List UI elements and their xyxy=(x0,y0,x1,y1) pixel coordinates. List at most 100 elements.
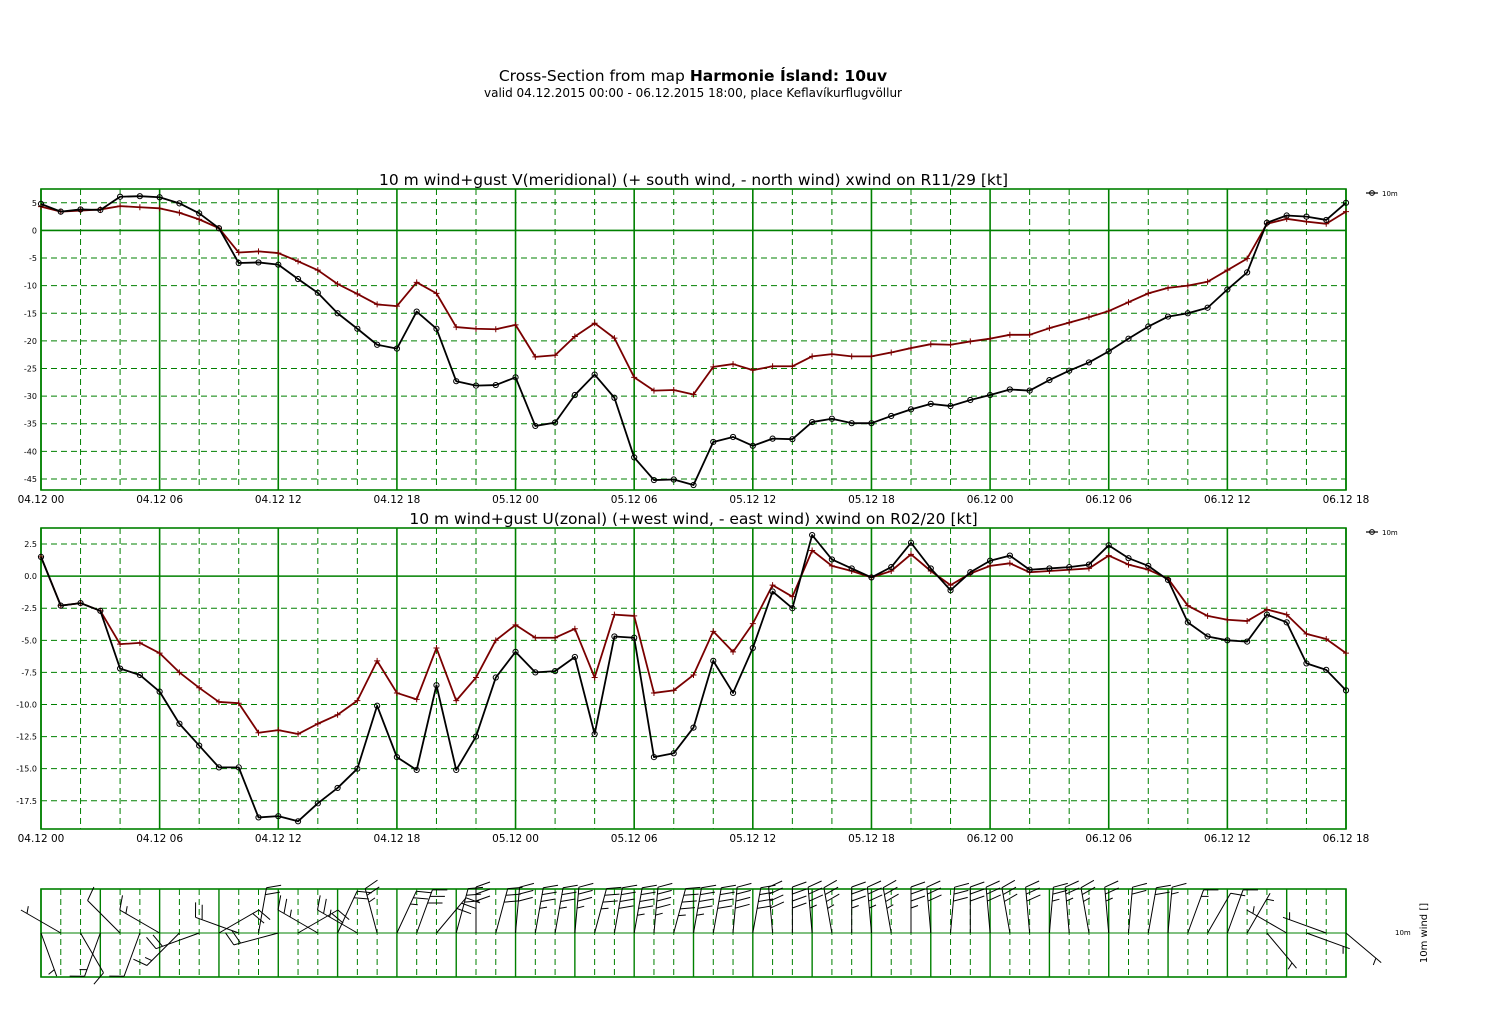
meridional-wind-data-point xyxy=(374,341,381,348)
meridional-x-tick-label: 04.12 00 xyxy=(18,494,65,506)
meridional-wind-data-point xyxy=(512,374,519,381)
zonal-gust-data-point xyxy=(532,634,539,641)
zonal-gust-data-point xyxy=(1303,630,1310,637)
zonal-wind-data-point xyxy=(215,764,223,771)
meridional-gust-data-point xyxy=(295,258,302,265)
meridional-wind-data-point xyxy=(571,391,578,399)
meridional-x-tick-label: 04.12 18 xyxy=(374,494,421,506)
meridional-gust-data-point xyxy=(1125,299,1132,306)
meridional-wind-data-point xyxy=(1145,323,1152,330)
wind-barb xyxy=(1064,880,1080,934)
zonal-wind-data-point xyxy=(1283,619,1290,626)
meridional-wind-data-point xyxy=(1085,359,1093,366)
zonal-wind-data-point xyxy=(1164,576,1172,584)
zonal-y-tick-label: -10.0 xyxy=(16,700,37,709)
meridional-gust-data-point xyxy=(1204,278,1211,285)
meridional-wind-data-point xyxy=(690,481,697,489)
zonal-wind-data-point xyxy=(1184,619,1191,626)
meridional-wind-data-point xyxy=(1323,216,1330,224)
wind-barb xyxy=(732,882,752,934)
zonal-x-tick-label: 06.12 18 xyxy=(1323,833,1370,845)
wind-barb xyxy=(791,881,807,933)
zonal-wind-data-point xyxy=(631,634,638,641)
meridional-x-tick-label: 06.12 06 xyxy=(1085,494,1132,506)
zonal-wind-data-point xyxy=(532,669,539,676)
zonal-gust-data-point xyxy=(1343,650,1349,657)
zonal-wind-data-point xyxy=(275,813,282,820)
meridional-gust-data-point xyxy=(433,290,440,297)
meridional-wind-data-point xyxy=(551,419,559,426)
meridional-wind-data-point xyxy=(710,438,717,446)
zonal-gust-data-point xyxy=(908,551,914,558)
zonal-gust-data-point xyxy=(413,696,420,703)
meridional-gust-data-point xyxy=(552,352,559,359)
zonal-wind-data-point xyxy=(947,587,954,594)
meridional-wind-data-point xyxy=(631,454,638,461)
zonal-wind-data-point xyxy=(729,689,737,697)
zonal-gust-data-point xyxy=(730,648,737,655)
meridional-wind-data-point xyxy=(255,259,262,266)
meridional-gust-data-point xyxy=(611,335,618,342)
meridional-gust-data-point xyxy=(927,341,934,348)
meridional-wind-data-point xyxy=(650,476,658,484)
wind-barb xyxy=(1306,932,1350,954)
wind-barb-panel: 10m 10m wind [] xyxy=(20,879,1430,985)
zonal-gust-data-point xyxy=(769,582,776,589)
zonal-gust-data-point xyxy=(334,711,341,718)
meridional-gust-data-point xyxy=(176,209,183,216)
zonal-x-tick-label: 06.12 12 xyxy=(1204,833,1251,845)
wind-barb xyxy=(258,884,282,934)
meridional-gust-data-point xyxy=(908,345,914,352)
zonal-x-tick-label: 05.12 06 xyxy=(611,833,658,845)
zonal-plot-frame xyxy=(40,527,1347,830)
zonal-wind-data-point xyxy=(1085,561,1093,568)
wind-barb xyxy=(633,884,657,934)
wind-barb xyxy=(807,880,824,934)
wind-barb xyxy=(594,886,622,934)
meridional-wind-data-point xyxy=(413,308,420,315)
zonal-wind-data-point xyxy=(1066,564,1073,571)
figure-subtitle: valid 04.12.2015 00:00 - 06.12.2015 18:0… xyxy=(483,86,902,100)
wind-barb xyxy=(20,906,62,934)
wind-barb xyxy=(574,882,594,934)
meridional-wind-data-point xyxy=(1244,269,1251,276)
meridional-gust-data-point xyxy=(413,279,420,286)
meridional-y-tick-label: -25 xyxy=(24,364,37,373)
wind-barb xyxy=(1345,932,1382,966)
wind-barb xyxy=(950,882,970,934)
meridional-wind-data-point xyxy=(769,435,776,442)
figure-title: Cross-Section from map Harmonie Ísland: … xyxy=(0,66,1386,101)
zonal-y-tick-label: -15.0 xyxy=(16,765,37,774)
zonal-gust-data-point xyxy=(749,620,756,627)
meridional-wind-data-point xyxy=(215,225,223,232)
wind-barb xyxy=(146,932,200,950)
meridional-wind-data-point xyxy=(275,261,282,268)
meridional-y-tick-label: 0 xyxy=(32,226,37,235)
meridional-wind-data-point xyxy=(492,381,499,389)
zonal-wind-data-point xyxy=(97,607,104,614)
meridional-gust-data-point xyxy=(334,280,341,287)
zonal-gust-data-point xyxy=(987,562,994,569)
meridional-wind-data-point xyxy=(1006,386,1013,393)
wind-barb xyxy=(40,932,58,977)
zonal-y-tick-label: 2.5 xyxy=(24,540,37,549)
meridional-wind-data-point xyxy=(57,208,64,215)
zonal-y-tick-label: -2.5 xyxy=(21,604,37,613)
wind-barb xyxy=(133,932,180,966)
meridional-gust-data-point xyxy=(473,325,479,332)
meridional-gust-data-point xyxy=(1165,284,1172,291)
zonal-wind-data-point xyxy=(749,644,756,652)
wind-barb xyxy=(1104,880,1120,934)
zonal-wind-data-point xyxy=(1303,660,1310,667)
wind-barb xyxy=(317,895,358,934)
meridional-gust-data-point xyxy=(1224,267,1231,274)
zonal-wind-data-point xyxy=(413,766,420,774)
zonal-gust-data-point xyxy=(1006,560,1013,567)
meridional-wind-data-point xyxy=(116,193,124,200)
zonal-y-tick-label: -12.5 xyxy=(16,733,37,742)
wind-barb xyxy=(1246,892,1274,934)
zonal-wind-data-point xyxy=(1342,687,1350,694)
zonal-wind-data-point xyxy=(907,539,915,546)
zonal-wind-data-point xyxy=(374,702,381,709)
meridional-wind-data-point xyxy=(77,206,84,213)
